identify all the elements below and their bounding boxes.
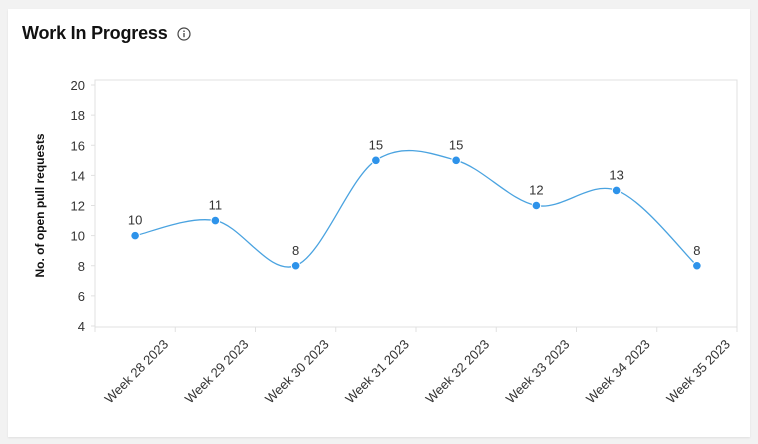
card-header: Work In Progress [22,23,191,44]
x-tick-label: Week 31 2023 [342,337,412,407]
data-label: 15 [449,137,463,152]
x-tick-label: Week 34 2023 [583,337,653,407]
data-point-marker[interactable] [210,215,221,226]
data-label: 15 [369,137,383,152]
data-point-marker[interactable] [371,155,381,166]
x-tick-label: Week 35 2023 [663,337,733,407]
y-tick-label: 6 [78,289,85,304]
y-axis-label: No. of open pull requests [33,133,47,277]
data-label: 10 [128,213,142,228]
y-tick-label: 16 [71,138,85,153]
info-circle-icon[interactable] [176,26,191,41]
data-point-marker[interactable] [611,185,622,196]
data-point-marker[interactable] [290,260,301,271]
series-line [135,149,698,268]
x-tick-label: Week 29 2023 [182,337,252,407]
data-point-marker[interactable] [451,155,461,166]
x-tick-label: Week 33 2023 [503,337,573,407]
y-tick-label: 14 [71,168,85,183]
data-point-marker[interactable] [531,200,542,211]
y-tick-label: 12 [71,199,85,214]
x-tick-label: Week 30 2023 [262,337,332,407]
x-tick-label: Week 28 2023 [102,337,172,407]
data-label: 13 [609,167,623,182]
data-point-marker[interactable] [692,260,702,271]
data-point-marker[interactable] [130,230,140,241]
plot-area [94,79,738,328]
y-tick-label: 4 [78,319,85,334]
y-tick-label: 18 [71,108,85,123]
card-title: Work In Progress [22,23,168,43]
y-tick-label: 8 [78,259,85,274]
data-label: 12 [529,183,543,198]
x-tick-label: Week 32 2023 [423,337,493,407]
data-label: 11 [209,198,223,213]
data-label: 8 [693,243,700,258]
y-tick-label: 20 [71,78,85,93]
data-label: 8 [292,243,299,258]
y-tick-label: 10 [71,229,85,244]
